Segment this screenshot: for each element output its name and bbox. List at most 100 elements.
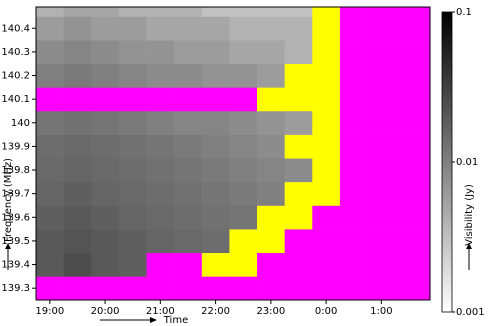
y-tick-label: 139.8	[1, 165, 30, 176]
cell	[146, 7, 175, 17]
flagged-cell	[312, 134, 341, 159]
flagged-cell	[284, 276, 313, 301]
flagged-cell	[312, 87, 341, 112]
flagged-cell	[312, 110, 341, 135]
y-tick-label: 139.6	[1, 212, 30, 223]
y-tick-label: 139.3	[1, 283, 30, 294]
flagged-cell	[422, 16, 431, 41]
flagged-cell	[367, 40, 396, 65]
flagged-cell	[312, 7, 341, 17]
x-tick-label: 22:00	[201, 306, 230, 317]
flagged-cell	[312, 63, 341, 88]
cell	[174, 229, 203, 254]
cell	[257, 40, 285, 65]
x-arrow-head	[150, 317, 157, 323]
flagged-cell	[395, 16, 424, 41]
flagged-cell	[422, 40, 431, 65]
cell	[201, 110, 230, 135]
cell	[36, 252, 64, 277]
plot-frame	[35, 6, 431, 301]
cell	[284, 158, 313, 183]
flagged-cell	[422, 7, 431, 17]
flagged-cell	[284, 87, 313, 112]
flagged-cell	[312, 158, 341, 183]
cell	[63, 63, 92, 88]
cell	[118, 110, 147, 135]
cell	[36, 158, 64, 183]
flagged-cell	[229, 252, 258, 277]
flagged-cell	[367, 7, 396, 17]
cell	[91, 110, 120, 135]
flagged-cell	[284, 205, 313, 230]
cell	[174, 40, 203, 65]
cell	[257, 181, 285, 206]
cell	[63, 229, 92, 254]
cell	[257, 16, 285, 41]
flagged-cell	[257, 276, 285, 301]
x-tick-label: 19:00	[35, 306, 64, 317]
cell	[146, 205, 175, 230]
plot-area	[36, 7, 431, 301]
flagged-cell	[367, 16, 396, 41]
y-tick-label: 140.4	[1, 23, 30, 34]
cell	[229, 158, 258, 183]
cell	[174, 181, 203, 206]
flagged-cell	[91, 87, 120, 112]
flagged-cell	[339, 229, 368, 254]
flagged-cell	[339, 40, 368, 65]
cell	[118, 181, 147, 206]
flagged-cell	[339, 110, 368, 135]
flagged-cell	[312, 229, 341, 254]
y-tick-label: 140.2	[1, 71, 30, 82]
cell	[91, 158, 120, 183]
flagged-cell	[367, 63, 396, 88]
flagged-cell	[118, 87, 147, 112]
cell	[174, 110, 203, 135]
colorbar-tick-label: 0.001	[456, 307, 485, 318]
cell	[174, 7, 203, 17]
flagged-cell	[367, 252, 396, 277]
flagged-cell	[229, 229, 258, 254]
flagged-cell	[422, 158, 431, 183]
flagged-cell	[422, 252, 431, 277]
cell	[63, 134, 92, 159]
flagged-cell	[284, 134, 313, 159]
cell	[118, 16, 147, 41]
y-tick-label: 139.5	[1, 236, 30, 247]
cell	[36, 205, 64, 230]
colorbar-tick-label: 0.1	[456, 7, 472, 18]
flagged-cell	[339, 16, 368, 41]
y-tick-label: 139.7	[1, 189, 30, 200]
cell	[174, 205, 203, 230]
cell	[63, 16, 92, 41]
c-arrow-head	[466, 243, 472, 249]
flagged-cell	[257, 252, 285, 277]
cell	[91, 252, 120, 277]
cell	[91, 16, 120, 41]
cell	[284, 40, 313, 65]
cell	[118, 252, 147, 277]
cell	[36, 229, 64, 254]
x-tick-label: 0:00	[315, 306, 337, 317]
flagged-cell	[339, 7, 368, 17]
cell	[118, 7, 147, 17]
x-tick-label: 21:00	[146, 306, 175, 317]
flagged-cell	[91, 276, 120, 301]
cell	[257, 63, 285, 88]
flagged-cell	[422, 181, 431, 206]
flagged-cell	[201, 87, 230, 112]
cell	[174, 16, 203, 41]
cell	[91, 40, 120, 65]
cell	[146, 40, 175, 65]
cell	[174, 134, 203, 159]
flagged-cell	[201, 252, 230, 277]
flagged-cell	[257, 229, 285, 254]
cell	[229, 110, 258, 135]
cell	[174, 63, 203, 88]
flagged-cell	[284, 63, 313, 88]
cell	[63, 158, 92, 183]
cell	[201, 229, 230, 254]
flagged-cell	[367, 181, 396, 206]
cell	[91, 205, 120, 230]
